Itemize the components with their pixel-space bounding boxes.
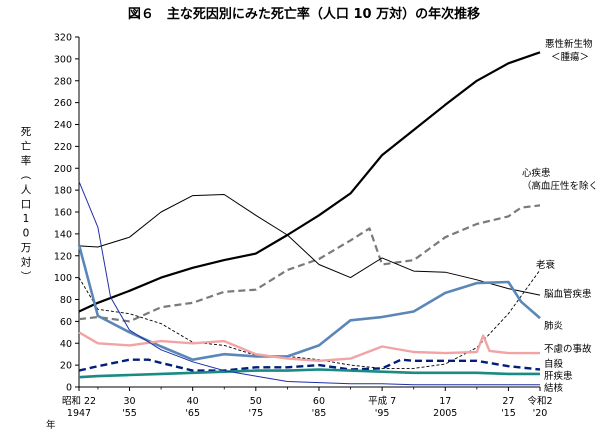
series-label-2: 心疾患 xyxy=(522,167,551,179)
series-line-2 xyxy=(78,204,541,323)
y-tick-label: 220 xyxy=(54,142,72,153)
x-tick-label-year: '55 xyxy=(122,408,137,419)
y-axis-label-char: 率 xyxy=(21,154,32,167)
y-axis-label-char: 万 xyxy=(21,242,32,254)
y-axis-label-char: ） xyxy=(19,271,31,282)
y-axis-label-char: （ xyxy=(19,169,31,180)
series-label-4: 脳血管疾患 xyxy=(544,288,592,300)
y-tick-label: 0 xyxy=(66,383,72,394)
series-label-8: 肝疾患 xyxy=(544,370,573,382)
y-tick-label: 200 xyxy=(54,164,72,175)
y-axis-ticks: 0 20 40 60 80 100 120 140 160 180 200 220 240 260 280 3… xyxy=(54,33,79,394)
x-tick-label-era: 60 xyxy=(313,396,325,407)
series-label-3: 老衰 xyxy=(536,259,556,271)
series-label-9: 結核 xyxy=(544,382,564,394)
y-tick-label: 80 xyxy=(60,295,72,306)
chart-title: 図６ 主な死因別にみた死亡率（人口 10 万対）の年次推移 xyxy=(128,6,480,22)
y-axis-label-char: 0 xyxy=(23,228,30,240)
x-tick-label-year: '75 xyxy=(248,408,263,419)
y-tick-label: 180 xyxy=(54,186,72,197)
series-labels: 悪性新生物＜腫瘍＞ 心疾患（高血圧性を除く老衰脳血管疾患肺炎不慮の事故自殺肝疾患結… xyxy=(522,38,598,394)
y-axis-label: 死亡率 （ 人口 1 0 万対 ） xyxy=(19,126,32,281)
x-tick-label-year: '20 xyxy=(533,408,548,419)
y-tick-label: 280 xyxy=(54,76,72,87)
y-axis-label-char: 死 xyxy=(21,126,32,138)
series-label-5: 肺炎 xyxy=(544,321,564,332)
series-line-9 xyxy=(78,181,540,386)
series-line-8 xyxy=(78,368,540,379)
series-label-1: 悪性新生物 xyxy=(545,38,593,50)
y-tick-label: 60 xyxy=(60,317,72,328)
y-tick-label: 20 xyxy=(60,361,72,372)
x-tick-label-year: '15 xyxy=(501,408,516,419)
x-tick-label-era: 平成 7 xyxy=(368,395,396,407)
axes xyxy=(78,37,540,388)
y-axis-label-char: 人 xyxy=(21,184,32,196)
x-tick-label-year: '85 xyxy=(312,408,327,419)
y-tick-label: 40 xyxy=(60,339,72,350)
x-axis-unit: 年 xyxy=(46,419,56,431)
y-tick-label: 160 xyxy=(54,208,72,219)
y-tick-label: 260 xyxy=(54,98,72,109)
x-tick-label-era: 40 xyxy=(187,396,199,407)
y-axis-label-char: 1 xyxy=(23,213,30,225)
series-label-6: 不慮の事故 xyxy=(544,343,592,355)
series-line-3 xyxy=(78,269,541,369)
x-tick-label-era: 30 xyxy=(123,396,135,407)
y-tick-label: 100 xyxy=(54,273,72,284)
y-tick-label: 140 xyxy=(54,229,72,240)
x-tick-label-year: '95 xyxy=(375,408,390,419)
series-line-6 xyxy=(78,331,540,362)
x-tick-label-era: 令和2 xyxy=(527,395,552,407)
y-tick-label: 320 xyxy=(54,33,72,44)
series-line-7 xyxy=(78,358,541,372)
y-axis-label-char: 口 xyxy=(21,199,32,211)
y-axis-label-char: 対 xyxy=(21,256,32,269)
x-tick-label-era: 17 xyxy=(439,396,451,407)
x-tick-label-year: '65 xyxy=(185,408,200,419)
x-tick-label-era: 50 xyxy=(250,396,262,407)
x-tick-label-year: 2005 xyxy=(433,408,457,419)
y-tick-label: 240 xyxy=(54,120,72,131)
x-tick-label-year: 1947 xyxy=(67,408,91,419)
series-label-2: （高血圧性を除く xyxy=(522,180,598,192)
x-tick-label-era: 27 xyxy=(502,396,514,407)
series-line-4 xyxy=(78,194,541,296)
y-tick-label: 300 xyxy=(54,54,72,65)
series-label-7: 自殺 xyxy=(544,358,564,370)
x-tick-label-era: 昭和 22 xyxy=(62,396,96,407)
y-axis-label-char: 亡 xyxy=(21,140,32,153)
y-tick-label: 120 xyxy=(54,251,72,262)
series-lines xyxy=(77,51,541,386)
series-label-1: ＜腫瘍＞ xyxy=(551,51,589,63)
series-line-1 xyxy=(78,51,541,313)
